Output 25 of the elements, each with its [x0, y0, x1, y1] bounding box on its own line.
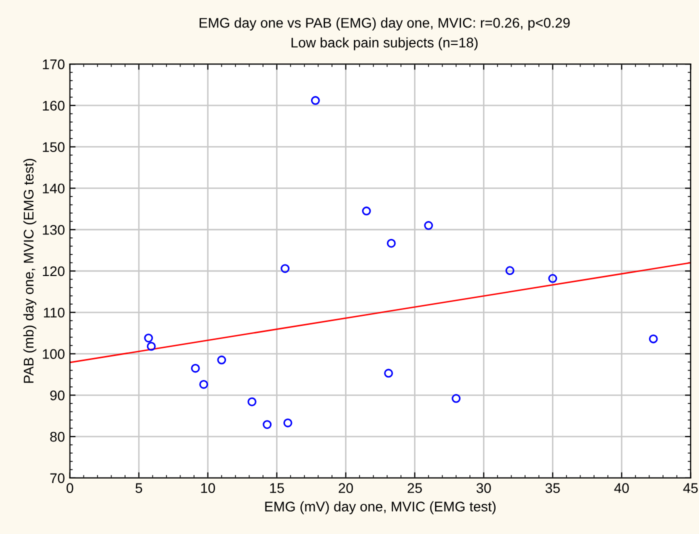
x-tick-label: 0 [66, 483, 74, 493]
x-tick-label: 10 [201, 483, 216, 493]
y-tick-label: 100 [42, 349, 64, 359]
y-axis-title: PAB (mb) day one, MVIC (EMG test) [23, 158, 36, 383]
y-tick-label: 110 [44, 308, 64, 318]
x-tick-label: 45 [683, 483, 698, 493]
y-tick-label: 150 [42, 142, 64, 152]
x-tick-label: 40 [614, 483, 629, 493]
y-tick-label: 80 [50, 432, 64, 442]
y-tick-label: 140 [42, 184, 64, 194]
y-tick-label: 120 [42, 266, 64, 276]
y-tick-label: 90 [50, 390, 64, 400]
y-tick-label: 170 [42, 59, 64, 70]
chart-title: EMG day one vs PAB (EMG) day one, MVIC: r=0.26, p<0.29 [200, 18, 570, 31]
y-tick-label: 130 [42, 224, 64, 235]
y-tick-label: 70 [50, 473, 64, 484]
x-tick-label: 20 [338, 483, 353, 493]
x-tick-label: 30 [476, 483, 491, 493]
chart-subtitle: Low back pain subjects (n=18) [292, 37, 478, 50]
x-tick-label: 25 [408, 483, 422, 493]
x-tick-label: 5 [136, 483, 142, 493]
x-tick-label: 15 [270, 483, 284, 493]
x-axis-title: EMG (mV) day one, MVIC (EMG test) [265, 501, 496, 514]
y-tick-label: 160 [42, 100, 64, 111]
x-tick-label: 35 [545, 483, 560, 493]
